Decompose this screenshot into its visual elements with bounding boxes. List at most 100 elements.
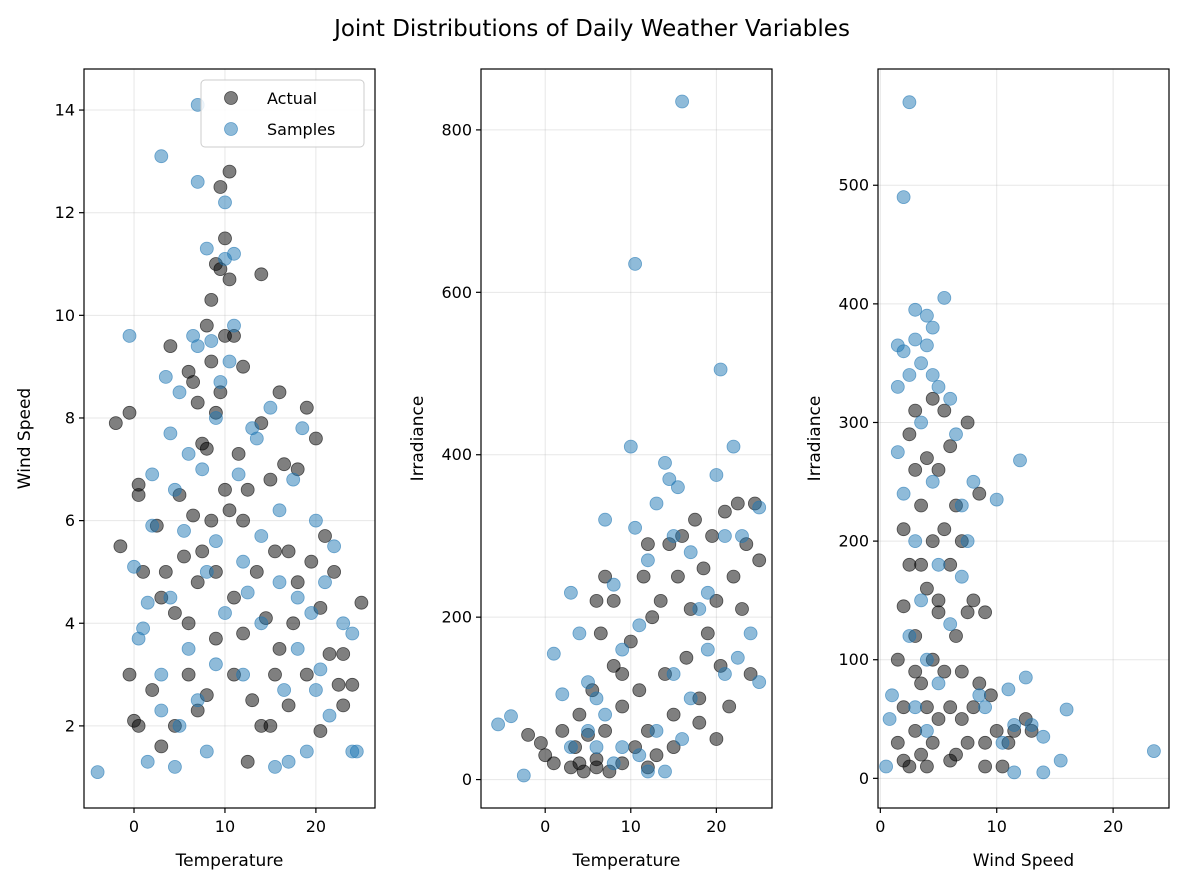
data-point-actual [902,557,917,572]
data-point-actual [236,359,251,374]
data-point-actual [222,164,237,179]
data-point-actual [896,753,911,768]
legend-marker-actual [224,91,238,105]
data-point-actual [589,760,604,775]
data-point-samples [240,585,255,600]
data-point-samples [349,744,364,759]
data-point-actual [641,537,655,551]
data-point-actual [313,724,328,738]
y-axis-label: Irradiance [408,396,428,482]
data-point-samples [145,518,160,533]
data-point-actual [167,606,182,620]
data-point-samples [154,149,169,164]
data-point-actual [199,318,214,333]
data-point-actual [240,754,255,769]
y-tick-label: 500 [838,176,869,195]
data-point-samples [1053,753,1068,768]
data-point-samples [752,500,767,515]
data-point-samples [658,764,672,779]
data-point-actual [966,700,981,715]
data-point-samples [145,467,160,482]
data-point-actual [920,451,934,466]
data-point-samples [632,618,647,633]
data-point-samples [199,744,214,759]
data-point-samples [158,369,173,384]
axes-frame [83,68,376,809]
data-point-samples [908,302,923,317]
data-point-actual [960,415,975,430]
data-point-actual [204,354,219,369]
data-point-samples [890,379,905,394]
legend-label-actual: Actual [267,89,317,108]
x-tick-label: 0 [875,817,885,836]
data-point-samples [546,646,561,661]
data-point-samples [972,688,987,703]
y-tick-label: 0 [859,769,869,788]
y-tick-label: 10 [55,306,75,325]
data-point-samples [290,590,305,605]
data-point-actual [995,759,1010,774]
data-point-actual [696,561,711,576]
data-point-actual [122,405,137,420]
data-point-samples [313,662,328,677]
figure-title: Joint Distributions of Daily Weather Var… [332,16,850,42]
data-point-actual [181,616,196,631]
data-point-actual [914,557,928,572]
x-tick-label: 20 [1103,817,1123,836]
data-point-samples [249,431,264,446]
data-point-actual [666,740,681,754]
data-point-samples [208,411,223,425]
data-point-actual [943,753,958,768]
data-point-samples [718,667,732,681]
data-point-actual [978,735,992,750]
data-point-actual [190,395,205,410]
data-point-actual [240,482,255,497]
data-point-samples [943,391,958,406]
data-point-samples [978,700,992,715]
data-point-actual [937,664,952,679]
data-point-actual [623,634,638,649]
data-point-actual [272,385,287,400]
data-point-actual [920,700,934,715]
data-point-actual [636,569,651,584]
data-point-actual [299,667,314,682]
data-point-actual [954,712,969,726]
data-point-actual [984,688,998,703]
data-point-samples [254,529,269,543]
data-point-samples [172,385,187,400]
data-point-samples [272,575,287,590]
data-point-samples [943,617,958,631]
data-point-samples [683,545,698,560]
data-point-actual [931,605,946,620]
data-point-actual [131,488,146,502]
data-point-samples [914,593,928,608]
data-point-actual [204,292,219,307]
data-point-samples [163,590,178,605]
data-point-samples [1024,718,1039,732]
y-tick-label: 0 [462,770,472,789]
data-point-samples [1013,453,1027,468]
data-point-actual [949,629,963,643]
data-point-samples [136,621,151,636]
data-point-samples [254,616,269,631]
data-point-actual [281,698,296,713]
data-point-actual [190,575,205,590]
data-point-samples [295,421,310,436]
y-tick-label: 4 [65,614,75,633]
data-point-samples [1147,744,1161,758]
data-point-samples [615,642,630,657]
data-point-samples [700,642,715,657]
data-point-samples [752,675,767,689]
data-point-actual [113,539,128,554]
data-point-actual [589,594,604,608]
data-point-samples [623,439,638,454]
data-point-actual [213,180,228,194]
data-point-actual [598,724,612,738]
y-tick-label: 2 [65,716,75,735]
data-point-actual [966,593,981,608]
data-point-samples [218,606,232,620]
data-point-samples [718,529,732,543]
data-point-actual [908,724,923,738]
